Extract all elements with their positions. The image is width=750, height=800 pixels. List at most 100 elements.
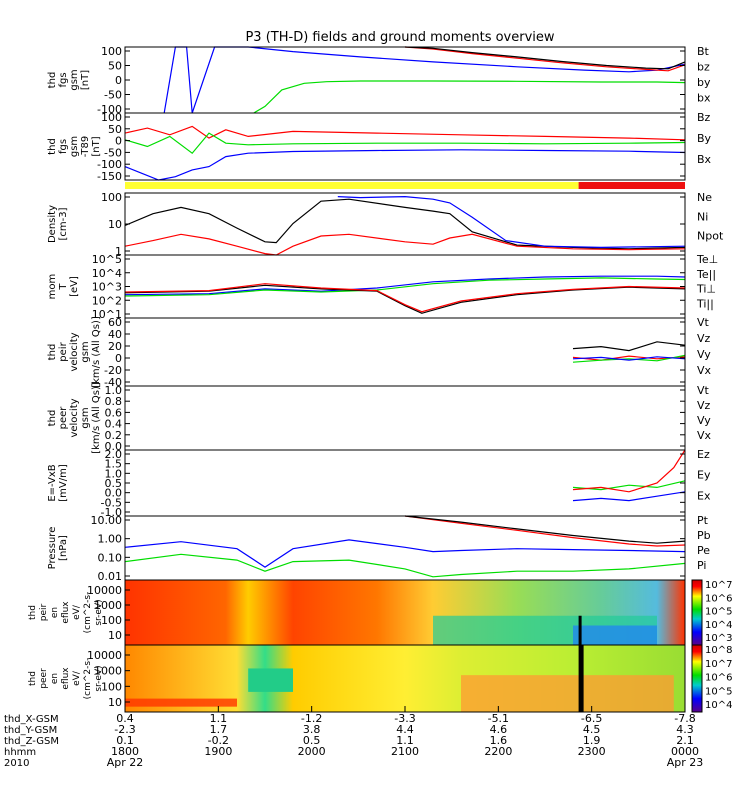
legend-moments_n-Ne: Ne — [697, 191, 712, 204]
x-tick-label: Apr 22 — [107, 756, 144, 769]
y-axis-label: eflux — [61, 667, 71, 690]
y-tick-label: 50 — [108, 60, 122, 73]
x-tick-label: 4.4 — [396, 723, 414, 736]
x-axis-row-label: thd_Y-GSM — [4, 725, 57, 736]
colorbar — [691, 644, 703, 713]
y-tick-label: 50 — [108, 123, 122, 136]
y-axis-label: Density — [47, 205, 58, 243]
colorbar-label: 10^6 — [705, 673, 732, 684]
y-axis-label: gsm — [80, 407, 91, 428]
y-tick-label: -50 — [104, 89, 122, 102]
y-axis-label: [nT] — [80, 70, 91, 90]
y-tick-label: -150 — [97, 170, 122, 183]
y-axis-label: thd — [47, 72, 58, 89]
x-axis-row-label: 2010 — [4, 758, 29, 769]
colorbar-label: 10^6 — [705, 593, 732, 604]
y-axis-label: peer — [58, 406, 69, 430]
y-tick-label: 100 — [101, 111, 122, 124]
panel-frame — [124, 449, 686, 517]
panel-pressure: 10.00 1.00 0.10 0.01 Pressure [nPa] Pt Pb Pe Pi — [47, 514, 711, 583]
panel-fgs: 100 500 -50-100 thd fgs gsm [nT] Bt bz by bx — [47, 45, 711, 116]
y-tick-label: 100 — [101, 680, 122, 693]
y-tick-label: 10^2 — [92, 294, 122, 307]
x-tick-label: 1900 — [204, 745, 232, 758]
y-tick-label: 20 — [108, 340, 122, 353]
series-peir_v-Vx — [572, 356, 686, 361]
y-axis-label: velocity — [69, 332, 80, 371]
y-axis-label: [cm-3] — [58, 207, 69, 240]
status-bar-yellow — [125, 182, 579, 189]
series-fgs_t89-Bx — [124, 149, 686, 181]
y-axis-label: peir — [58, 341, 69, 361]
y-axis-label: sr-eV) — [94, 599, 104, 625]
y-tick-label: 10000 — [87, 584, 122, 597]
x-axis-row-label: thd_Z-GSM — [4, 736, 59, 747]
y-axis-label: thd — [47, 410, 58, 427]
legend-fgs_t89-Bz: Bz — [697, 111, 711, 124]
y-axis-label: (cm^2-s- — [83, 658, 93, 700]
series-moments_n-Npot — [337, 195, 686, 249]
colorbar-label: 10^3 — [705, 633, 732, 644]
colorbar-label: 10^4 — [705, 700, 732, 711]
x-tick-label: 0.4 — [116, 712, 134, 725]
y-axis-label: [nT] — [91, 136, 102, 156]
y-tick-label: 2.0 — [105, 448, 123, 461]
x-tick-label: 2000 — [298, 745, 326, 758]
y-tick-label: 1.0 — [105, 467, 123, 480]
panel-peer_v: 1.00.80.60.40.20.0 thd peer velocity gsm [km/… — [47, 382, 712, 454]
y-axis-label: fgs — [58, 72, 69, 87]
y-axis-label: thd — [47, 344, 58, 361]
x-tick-label: 1.6 — [490, 734, 508, 747]
y-axis-label: [km/s (All Qs)] — [91, 382, 102, 454]
x-tick-label: -3.3 — [394, 712, 415, 725]
y-tick-label: 0.0 — [105, 440, 123, 453]
y-axis-label: peir — [39, 603, 49, 621]
legend-moments_n-Npot: Npot — [697, 230, 724, 243]
legend-pressure-Pb: Pb — [697, 529, 711, 542]
spectrogram-peir_en: 10000 1000 100 10 thd peir en eflux eV/(cm^2-s-s… — [28, 579, 732, 646]
y-tick-label: 0.2 — [105, 429, 123, 442]
x-tick-label: 4.3 — [676, 723, 694, 736]
y-tick-label: 100 — [101, 614, 122, 627]
y-tick-label: 10000 — [87, 649, 122, 662]
x-axis-row-label: hhmm — [4, 747, 36, 758]
legend-moments_t-Te||: Te|| — [696, 268, 716, 281]
y-axis-label: eV/ — [72, 670, 82, 686]
y-axis-label: gsm — [69, 69, 80, 90]
y-tick-label: 0.5 — [105, 477, 123, 490]
y-tick-label: -20 — [104, 364, 122, 377]
y-tick-label: 0.8 — [105, 395, 123, 408]
y-tick-label: 10^1 — [92, 308, 122, 321]
legend-peir_v-Vt: Vt — [697, 316, 710, 329]
series-moments_t-Ti⊥ — [124, 275, 686, 296]
legend-pressure-Pe: Pe — [697, 544, 710, 557]
legend-fgs-Bt: Bt — [697, 45, 710, 58]
y-tick-label: 60 — [108, 316, 122, 329]
x-tick-label: 1.1 — [210, 712, 228, 725]
legend-moments_t-Ti||: Ti|| — [696, 297, 714, 310]
y-tick-label: 100 — [101, 191, 122, 204]
x-tick-label: 2300 — [578, 745, 606, 758]
x-tick-label: -2.3 — [114, 723, 135, 736]
panel-frame — [124, 317, 686, 387]
series-peir_v-Vt — [572, 341, 686, 352]
y-tick-label: 10 — [108, 696, 122, 709]
status-bar-red — [578, 182, 685, 189]
panel-frame — [124, 46, 686, 114]
legend-fgs-by: by — [697, 76, 711, 89]
y-tick-label: 10 — [108, 218, 122, 231]
x-tick-label: 4.5 — [583, 723, 601, 736]
y-axis-label: en — [50, 673, 60, 684]
legend-peer_v-Vy: Vy — [697, 414, 711, 427]
y-tick-label: -0.5 — [101, 496, 122, 509]
y-axis-label: peer — [39, 668, 49, 689]
y-axis-label: [mV/m] — [58, 464, 69, 502]
colorbar-label: 10^7 — [705, 659, 732, 670]
legend-efield-Ey: Ey — [697, 469, 711, 482]
legend-fgs_t89-Bx: Bx — [697, 153, 712, 166]
y-tick-label: 10^3 — [92, 281, 122, 294]
y-tick-label: -100 — [97, 103, 122, 116]
